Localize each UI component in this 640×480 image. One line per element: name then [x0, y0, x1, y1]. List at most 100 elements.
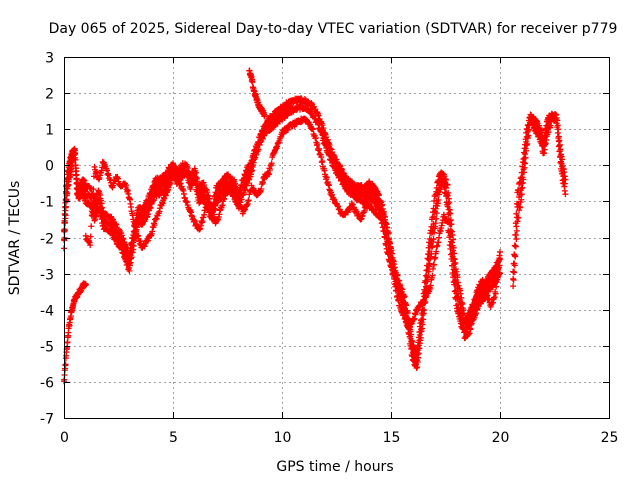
- data-point: [126, 267, 133, 274]
- data-point: [541, 146, 548, 153]
- y-tick-label: -6: [40, 376, 54, 392]
- data-point: [444, 181, 451, 188]
- chart-title: Day 065 of 2025, Sidereal Day-to-day VTE…: [49, 21, 618, 37]
- data-point: [420, 316, 427, 323]
- data-point: [515, 214, 522, 221]
- x-tick-label: 15: [383, 430, 401, 446]
- data-point: [495, 264, 502, 271]
- y-tick-label: -4: [40, 304, 54, 320]
- y-tick-label: -3: [40, 268, 54, 284]
- data-point: [421, 307, 428, 314]
- data-point: [255, 146, 262, 153]
- data-point: [447, 210, 454, 217]
- data-point: [245, 197, 252, 204]
- data-point: [90, 186, 97, 193]
- data-point: [492, 290, 499, 297]
- data-point: [401, 293, 408, 300]
- y-tick-label: -1: [40, 195, 54, 211]
- x-tick-label: 5: [169, 430, 178, 446]
- data-point: [426, 260, 433, 267]
- data-point: [510, 283, 517, 290]
- data-point: [495, 257, 502, 264]
- data-point: [525, 132, 532, 139]
- data-point: [417, 334, 424, 341]
- data-point: [88, 223, 95, 230]
- data-point: [431, 261, 438, 268]
- data-point: [557, 146, 564, 153]
- data-point: [433, 210, 440, 217]
- y-axis-label: SDTVAR / TECUs: [7, 181, 23, 296]
- data-point: [385, 230, 392, 237]
- data-point: [445, 189, 452, 196]
- data-point: [447, 245, 454, 252]
- data-point: [494, 270, 501, 277]
- data-point: [427, 282, 434, 289]
- data-point: [513, 227, 520, 234]
- y-tick-label: 2: [45, 87, 54, 103]
- x-tick-label: 25: [601, 430, 619, 446]
- data-point: [512, 253, 519, 260]
- data-point: [448, 221, 455, 228]
- data-point: [88, 212, 95, 219]
- data-point: [518, 191, 525, 198]
- data-point: [522, 160, 529, 167]
- x-tick-label: 0: [60, 430, 69, 446]
- data-point: [518, 196, 525, 203]
- data-point: [433, 215, 440, 222]
- data-point: [376, 192, 383, 199]
- y-tick-label: 1: [45, 123, 54, 139]
- data-point: [512, 243, 519, 250]
- data-point: [233, 188, 240, 195]
- data-point: [517, 204, 524, 211]
- data-point: [268, 160, 275, 167]
- data-point: [523, 147, 530, 154]
- y-tick-label: -7: [40, 412, 54, 428]
- data-point: [562, 191, 569, 198]
- data-point: [403, 302, 410, 309]
- data-point: [450, 244, 457, 251]
- data-point: [562, 176, 569, 183]
- data-point: [323, 174, 330, 181]
- data-point: [62, 361, 69, 368]
- data-point: [518, 185, 525, 192]
- data-point: [448, 256, 455, 263]
- tick-layer: [64, 57, 610, 419]
- data-point: [82, 281, 89, 288]
- data-point: [520, 176, 527, 183]
- data-point: [452, 259, 459, 266]
- data-point: [265, 171, 272, 178]
- data-point: [559, 156, 566, 163]
- data-point: [393, 287, 400, 294]
- x-tick-label: 20: [492, 430, 510, 446]
- data-point: [522, 154, 529, 161]
- data-layer: [61, 67, 569, 385]
- data-point: [249, 79, 256, 86]
- data-point: [463, 325, 470, 332]
- data-point: [259, 135, 266, 142]
- data-point: [511, 262, 518, 269]
- data-point: [232, 180, 239, 187]
- data-point: [72, 150, 79, 157]
- x-axis-label: GPS time / hours: [276, 459, 393, 475]
- data-point: [87, 242, 94, 249]
- data-point: [451, 281, 458, 288]
- data-point: [62, 203, 69, 210]
- data-point: [430, 236, 437, 243]
- data-point: [89, 205, 96, 212]
- data-point: [87, 233, 94, 240]
- data-point: [151, 222, 158, 229]
- data-point: [130, 242, 137, 249]
- data-point: [444, 218, 451, 225]
- data-point: [446, 199, 453, 206]
- data-point: [429, 272, 436, 279]
- data-point: [446, 234, 453, 241]
- data-point: [89, 193, 96, 200]
- data-point: [513, 236, 520, 243]
- y-tick-label: 3: [45, 51, 54, 67]
- data-point: [461, 310, 468, 317]
- data-point: [62, 212, 69, 219]
- data-point: [388, 249, 394, 256]
- data-point: [450, 236, 457, 243]
- data-point: [389, 260, 396, 267]
